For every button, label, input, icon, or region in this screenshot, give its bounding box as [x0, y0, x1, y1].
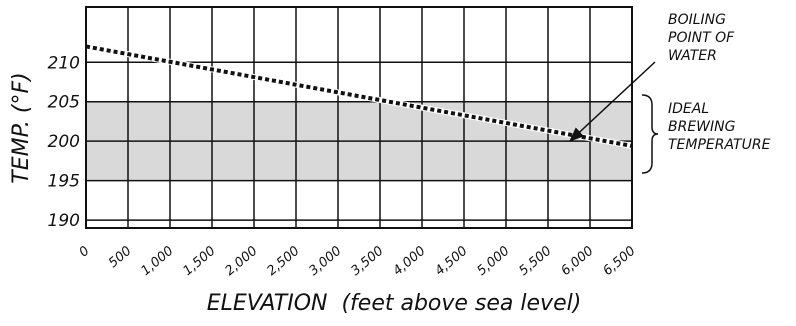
brewing-brace [641, 94, 659, 174]
x-tick-label: 1,500 [180, 244, 218, 279]
x-axis-label: ELEVATION (feet above sea level) [207, 291, 582, 316]
x-tick-label: 4,500 [432, 244, 470, 279]
y-tick-label: 205 [48, 93, 80, 113]
x-tick-label: 6,500 [600, 244, 638, 279]
y-tick-label: 210 [48, 53, 80, 73]
y-tick-label: 200 [48, 132, 80, 152]
x-tick-label: 2,000 [222, 244, 260, 279]
x-tick-label: 500 [106, 244, 135, 271]
boiling-point-annotation: BOILING POINT OF WATER [568, 12, 735, 143]
y-tick-labels: 190 195 200 205 210 [48, 53, 80, 231]
x-tick-label: 2,500 [264, 244, 302, 279]
brewing-annotation-line-2: BREWING [668, 119, 736, 135]
brewing-annotation-line-1: IDEAL [668, 101, 709, 117]
y-axis-label: TEMP. (°F) [9, 72, 34, 183]
x-tick-label: 0 [77, 244, 93, 261]
x-tick-label: 5,000 [474, 244, 512, 279]
x-tick-label: 3,000 [306, 244, 344, 279]
brewing-annotation: IDEAL BREWING TEMPERATURE [641, 94, 771, 174]
boiling-annotation-line-2: POINT OF [668, 30, 735, 46]
x-tick-labels: 0 500 1,000 1,500 2,000 2,500 3,000 3,500 4,000 4… [77, 244, 639, 279]
x-tick-label: 1,000 [138, 244, 176, 279]
brewing-annotation-line-3: TEMPERATURE [668, 137, 771, 153]
boiling-pointer-arrow [568, 61, 656, 143]
y-tick-label: 195 [48, 172, 80, 192]
x-tick-label: 4,000 [390, 244, 428, 279]
x-tick-label: 6,000 [558, 244, 596, 279]
x-tick-label: 3,500 [348, 244, 386, 279]
y-tick-label: 190 [48, 211, 80, 231]
boiling-annotation-line-3: WATER [668, 48, 717, 64]
series-layer [85, 43, 633, 149]
boiling-annotation-line-1: BOILING [668, 12, 726, 28]
plot-frame [85, 6, 633, 229]
x-tick-label: 5,500 [516, 244, 554, 279]
boiling-point-line [85, 44, 633, 148]
